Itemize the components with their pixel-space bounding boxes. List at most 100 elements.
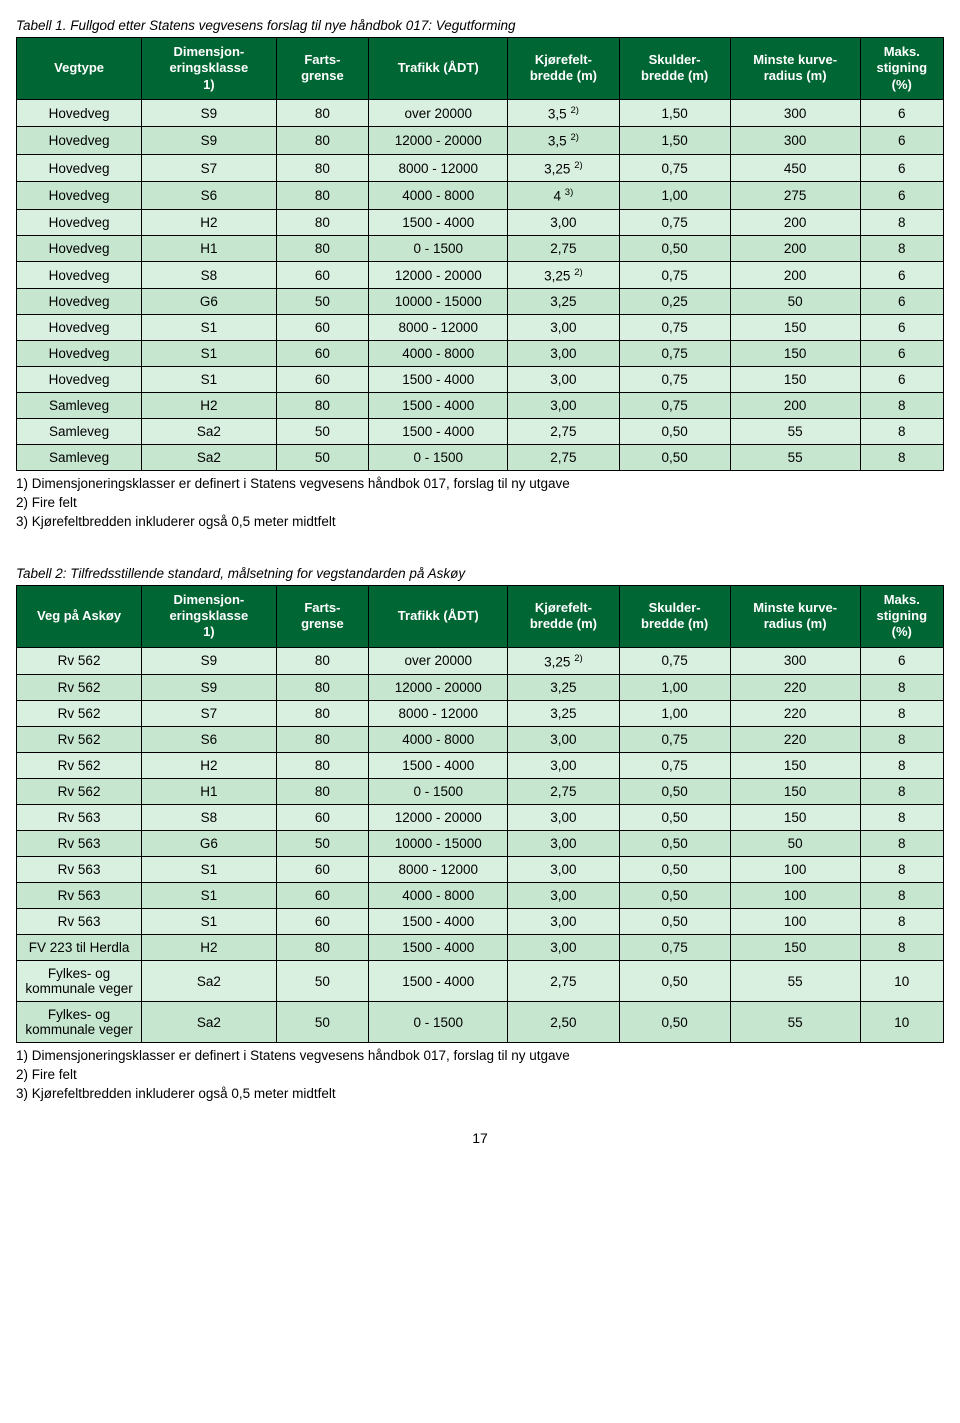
table1-cell: H2 <box>142 393 276 419</box>
table1-cell: 6 <box>860 127 943 155</box>
table2-cell: S6 <box>142 727 276 753</box>
table2-cell: S9 <box>142 647 276 675</box>
table2-cell: 3,25 <box>508 675 619 701</box>
table1-row: HovedvegS98012000 - 200003,5 2)1,503006 <box>17 127 944 155</box>
table1-cell: 6 <box>860 99 943 127</box>
table2-cell: 8 <box>860 701 943 727</box>
table2-cell: H2 <box>142 753 276 779</box>
table1-header-row: VegtypeDimensjon-eringsklasse1)Farts-gre… <box>17 38 944 100</box>
table2-cell: Rv 563 <box>17 883 142 909</box>
table2-cell: 1500 - 4000 <box>369 961 508 1002</box>
table1-cell: 0,50 <box>619 445 730 471</box>
table1-cell: 3,25 2) <box>508 261 619 289</box>
table1-cell: 6 <box>860 261 943 289</box>
table1-cell: 6 <box>860 341 943 367</box>
table2-header-4: Kjørefelt-bredde (m) <box>508 585 619 647</box>
table1-row: SamlevegSa2500 - 15002,750,50558 <box>17 445 944 471</box>
table1-cell: 50 <box>276 289 369 315</box>
table2-row: Fylkes- og kommunale vegerSa2501500 - 40… <box>17 961 944 1002</box>
table1-cell: S1 <box>142 367 276 393</box>
table2-cell: 0,50 <box>619 831 730 857</box>
table2-cell: 2,75 <box>508 779 619 805</box>
table2-cell: 8 <box>860 675 943 701</box>
table2-cell: Fylkes- og kommunale veger <box>17 961 142 1002</box>
table2-cell: 0 - 1500 <box>369 1002 508 1043</box>
table2-cell: 3,00 <box>508 805 619 831</box>
table2-cell: 0 - 1500 <box>369 779 508 805</box>
table1-row: HovedvegS6804000 - 80004 3)1,002756 <box>17 182 944 210</box>
table1-cell: 55 <box>730 419 860 445</box>
table1-cell: 1,00 <box>619 182 730 210</box>
table2: Veg på AskøyDimensjon-eringsklasse1)Fart… <box>16 585 944 1043</box>
table2-row: Rv 562S6804000 - 80003,000,752208 <box>17 727 944 753</box>
table2-cell: S1 <box>142 909 276 935</box>
table1-row: HovedvegS980over 200003,5 2)1,503006 <box>17 99 944 127</box>
table1-cell: Hovedveg <box>17 235 142 261</box>
table1-cell: 300 <box>730 127 860 155</box>
table1-cell: 60 <box>276 315 369 341</box>
table1-cell: 300 <box>730 99 860 127</box>
table1-cell: 50 <box>276 445 369 471</box>
table1-cell: 275 <box>730 182 860 210</box>
table1-cell: 3,25 2) <box>508 154 619 182</box>
table1-cell: 4 3) <box>508 182 619 210</box>
table2-cell: 50 <box>276 831 369 857</box>
table1-cell: Hovedveg <box>17 127 142 155</box>
table2-cell: 3,00 <box>508 857 619 883</box>
table2-cell: 8 <box>860 883 943 909</box>
table1-cell: S1 <box>142 341 276 367</box>
table2-cell: 3,00 <box>508 935 619 961</box>
table1-cell: 6 <box>860 315 943 341</box>
table1-cell: 8 <box>860 235 943 261</box>
table2-cell: 0,75 <box>619 727 730 753</box>
table2-cell: 0,50 <box>619 805 730 831</box>
table1-cell: 0 - 1500 <box>369 445 508 471</box>
table2-cell: 0,50 <box>619 1002 730 1043</box>
table2-cell: 8 <box>860 909 943 935</box>
table1-row: HovedvegS86012000 - 200003,25 2)0,752006 <box>17 261 944 289</box>
table2-cell: 3,00 <box>508 753 619 779</box>
table2-cell: 3,25 2) <box>508 647 619 675</box>
table2-cell: 0,50 <box>619 883 730 909</box>
table1-caption: Tabell 1. Fullgod etter Statens vegvesen… <box>16 18 944 33</box>
table1-cell: 10000 - 15000 <box>369 289 508 315</box>
table2-cell: 80 <box>276 647 369 675</box>
table1-cell: 0,25 <box>619 289 730 315</box>
table1-header-2: Farts-grense <box>276 38 369 100</box>
table1-cell: 60 <box>276 367 369 393</box>
table1-cell: 0,75 <box>619 341 730 367</box>
table2-row: Rv 563S1604000 - 80003,000,501008 <box>17 883 944 909</box>
table2-cell: 10000 - 15000 <box>369 831 508 857</box>
table2-cell: 1,00 <box>619 701 730 727</box>
table1-cell: 1500 - 4000 <box>369 419 508 445</box>
table1-footnote: 1) Dimensjoneringsklasser er definert i … <box>16 475 944 494</box>
table2-cell: 8000 - 12000 <box>369 857 508 883</box>
table1-cell: 2,75 <box>508 419 619 445</box>
table2-footnote: 1) Dimensjoneringsklasser er definert i … <box>16 1047 944 1066</box>
table1-cell: 1500 - 4000 <box>369 367 508 393</box>
table1-cell: S8 <box>142 261 276 289</box>
table1-cell: 3,25 <box>508 289 619 315</box>
table1-cell: 12000 - 20000 <box>369 261 508 289</box>
table1-cell: 0,75 <box>619 154 730 182</box>
table2-cell: 2,50 <box>508 1002 619 1043</box>
table1-cell: 0,50 <box>619 235 730 261</box>
table2-cell: 8 <box>860 857 943 883</box>
table1-cell: 3,5 2) <box>508 127 619 155</box>
table1-cell: 6 <box>860 154 943 182</box>
table1-cell: 0,75 <box>619 367 730 393</box>
table2-cell: 0,50 <box>619 909 730 935</box>
table1-cell: 6 <box>860 367 943 393</box>
table2-cell: 55 <box>730 1002 860 1043</box>
table1-cell: 200 <box>730 261 860 289</box>
table2-cell: H1 <box>142 779 276 805</box>
table2-cell: S1 <box>142 883 276 909</box>
table1-cell: 4000 - 8000 <box>369 341 508 367</box>
table2-cell: 3,25 <box>508 701 619 727</box>
table2-cell: 80 <box>276 727 369 753</box>
table2-row: Rv 562H2801500 - 40003,000,751508 <box>17 753 944 779</box>
table2-cell: 150 <box>730 779 860 805</box>
table1-cell: 3,5 2) <box>508 99 619 127</box>
table1-footnotes: 1) Dimensjoneringsklasser er definert i … <box>16 475 944 532</box>
page-number: 17 <box>16 1130 944 1146</box>
